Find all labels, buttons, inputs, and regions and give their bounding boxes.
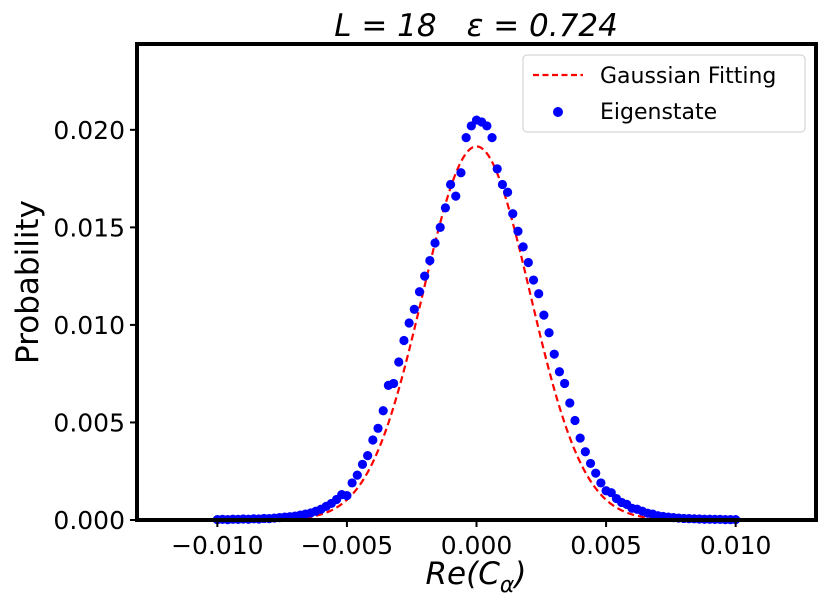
eigenstate-point <box>487 133 497 143</box>
axes-layer: −0.010 −0.005 0.000 0.005 0.010 0.000 0.005 0.0… <box>53 42 818 560</box>
eigenstate-point <box>513 226 523 236</box>
eigenstate-point <box>492 164 502 174</box>
x-tick-label: −0.010 <box>171 531 264 560</box>
eigenstate-point <box>399 335 409 346</box>
x-tick-label: 0.000 <box>441 531 513 560</box>
gaussian-fit-layer <box>217 145 736 522</box>
legend-eigenstate-label: Eigenstate <box>600 100 717 125</box>
eigenstate-point <box>523 257 533 268</box>
y-tick-label: 0.015 <box>53 213 125 242</box>
eigenstate-point <box>420 271 430 281</box>
x-tick-label: −0.005 <box>301 531 394 560</box>
eigenstate-point <box>461 133 471 143</box>
legend-gaussian-label: Gaussian Fitting <box>600 64 776 89</box>
eigenstate-point <box>342 491 352 501</box>
legend: Gaussian Fitting Eigenstate <box>522 54 806 133</box>
legend-eigenstate-swatch <box>553 107 563 117</box>
x-axis-label-sub: α <box>500 573 515 598</box>
chart-title: L = 18 ε = 0.724 <box>334 8 618 44</box>
eigenstate-point <box>554 367 565 377</box>
x-axis-label-close: ) <box>512 556 526 592</box>
eigenstate-point <box>482 121 492 131</box>
eigenstate-point <box>549 349 559 359</box>
eigenstate-point <box>518 242 528 252</box>
eigenstate-point <box>591 468 601 478</box>
eigenstate-point <box>445 179 456 190</box>
eigenstate-point <box>352 470 362 480</box>
eigenstate-point <box>357 459 368 469</box>
x-axis-label: Re(Cα) <box>426 556 527 598</box>
eigenstate-point <box>373 423 383 433</box>
eigenstate-point <box>575 433 585 443</box>
eigenstate-point <box>580 447 590 457</box>
eigenstate-point <box>560 378 570 389</box>
eigenstate-point <box>570 415 580 426</box>
eigenstate-point <box>528 275 539 285</box>
eigenstate-point <box>388 378 399 389</box>
eigenstate-point <box>565 398 575 408</box>
eigenstate-point <box>347 478 357 488</box>
eigenstate-point <box>508 209 518 219</box>
legend-box <box>522 54 806 133</box>
eigenstate-point <box>534 289 544 299</box>
eigenstate-point <box>585 458 596 469</box>
eigenstate-points-layer <box>212 115 741 525</box>
eigenstate-point <box>414 287 425 297</box>
x-axis-label-main: Re(C <box>426 556 501 592</box>
eigenstate-point <box>394 357 404 367</box>
title-part-eps: ε = 0.724 <box>467 8 618 44</box>
x-tick-label: 0.005 <box>570 531 642 560</box>
eigenstate-point <box>409 304 419 314</box>
y-tick-label: 0.020 <box>53 116 125 145</box>
x-tick-label: 0.010 <box>700 531 772 560</box>
gaussian-fit-line <box>217 145 736 522</box>
eigenstate-point <box>435 222 445 232</box>
y-tick-label: 0.005 <box>53 408 125 437</box>
title-part-l: L = 18 <box>334 8 436 44</box>
eigenstate-point <box>430 238 440 248</box>
eigenstate-point <box>363 451 373 461</box>
y-axis-label: Probability <box>10 200 46 364</box>
y-tick-label: 0.000 <box>53 506 125 535</box>
eigenstate-point <box>440 203 450 213</box>
eigenstate-point <box>503 187 513 197</box>
eigenstate-point <box>544 328 554 338</box>
eigenstate-point <box>378 406 388 416</box>
eigenstate-point <box>456 168 466 178</box>
eigenstate-point <box>539 310 549 320</box>
eigenstate-point <box>425 255 435 266</box>
eigenstate-point <box>404 318 414 328</box>
y-tick-label: 0.010 <box>53 311 125 340</box>
eigenstate-point <box>596 478 606 488</box>
eigenstate-point <box>368 435 378 445</box>
eigenstate-point <box>451 191 461 201</box>
eigenstate-point <box>497 179 508 190</box>
